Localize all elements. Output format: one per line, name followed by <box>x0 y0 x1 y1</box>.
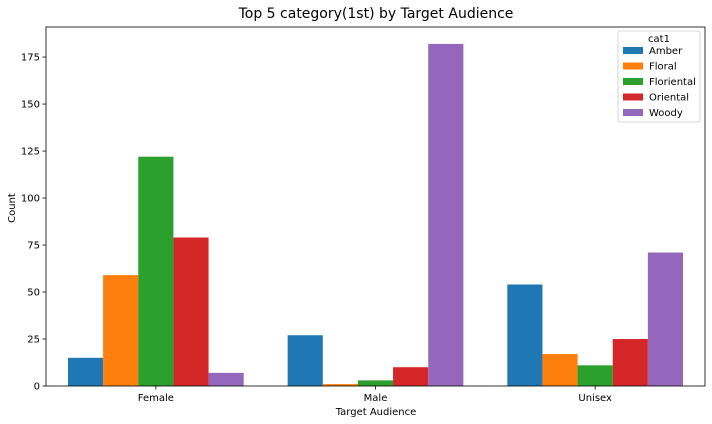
legend-label-amber: Amber <box>649 46 683 57</box>
bar-unisex-woody <box>647 252 684 386</box>
legend-label-woody: Woody <box>649 108 683 119</box>
y-tick-label: 25 <box>27 335 40 346</box>
bar-male-woody <box>428 43 464 387</box>
bar-male-floriental <box>357 380 394 386</box>
bar-unisex-floral <box>542 354 578 386</box>
bar-female-woody <box>208 372 244 386</box>
legend-swatch-woody <box>623 109 643 116</box>
bar-male-oriental <box>393 367 429 386</box>
chart-title: Top 5 category(1st) by Target Audience <box>238 6 514 22</box>
y-tick-label: 100 <box>21 194 40 205</box>
bar-female-floriental <box>138 156 174 386</box>
legend-label-oriental: Oriental <box>649 93 689 104</box>
x-axis-label: Target Audience <box>335 407 417 418</box>
x-tick-label-unisex: Unisex <box>578 393 612 404</box>
legend-label-floral: Floral <box>649 62 677 73</box>
bar-female-amber <box>67 357 104 386</box>
legend-swatch-floral <box>623 62 643 70</box>
bar-male-amber <box>287 335 323 386</box>
y-tick-label: 75 <box>27 241 40 252</box>
legend-title: cat1 <box>648 34 670 45</box>
legend-label-floriental: Floriental <box>649 77 696 88</box>
bar-unisex-oriental <box>612 339 648 386</box>
bar-male-floral <box>322 384 358 386</box>
y-tick-label: 150 <box>21 100 40 111</box>
y-tick-label: 0 <box>34 382 40 393</box>
y-tick-label: 175 <box>21 53 40 64</box>
x-axis: Female Male Unisex <box>138 386 612 404</box>
legend-swatch-oriental <box>623 93 643 101</box>
bar-female-floral <box>103 275 139 386</box>
legend-swatch-floriental <box>623 78 643 85</box>
x-tick-label-male: Male <box>364 393 388 404</box>
y-tick-label: 50 <box>27 288 40 299</box>
bar-female-oriental <box>173 237 209 386</box>
x-tick-label-female: Female <box>138 393 174 404</box>
bar-unisex-amber <box>507 284 543 386</box>
y-axis: 0 25 50 75 100 125 150 175 <box>21 53 46 393</box>
bar-unisex-floriental <box>577 365 613 386</box>
y-tick-label: 125 <box>21 147 40 158</box>
y-axis-label: Count <box>7 193 18 223</box>
plot-area <box>45 26 706 387</box>
legend-swatch-amber <box>623 47 643 54</box>
